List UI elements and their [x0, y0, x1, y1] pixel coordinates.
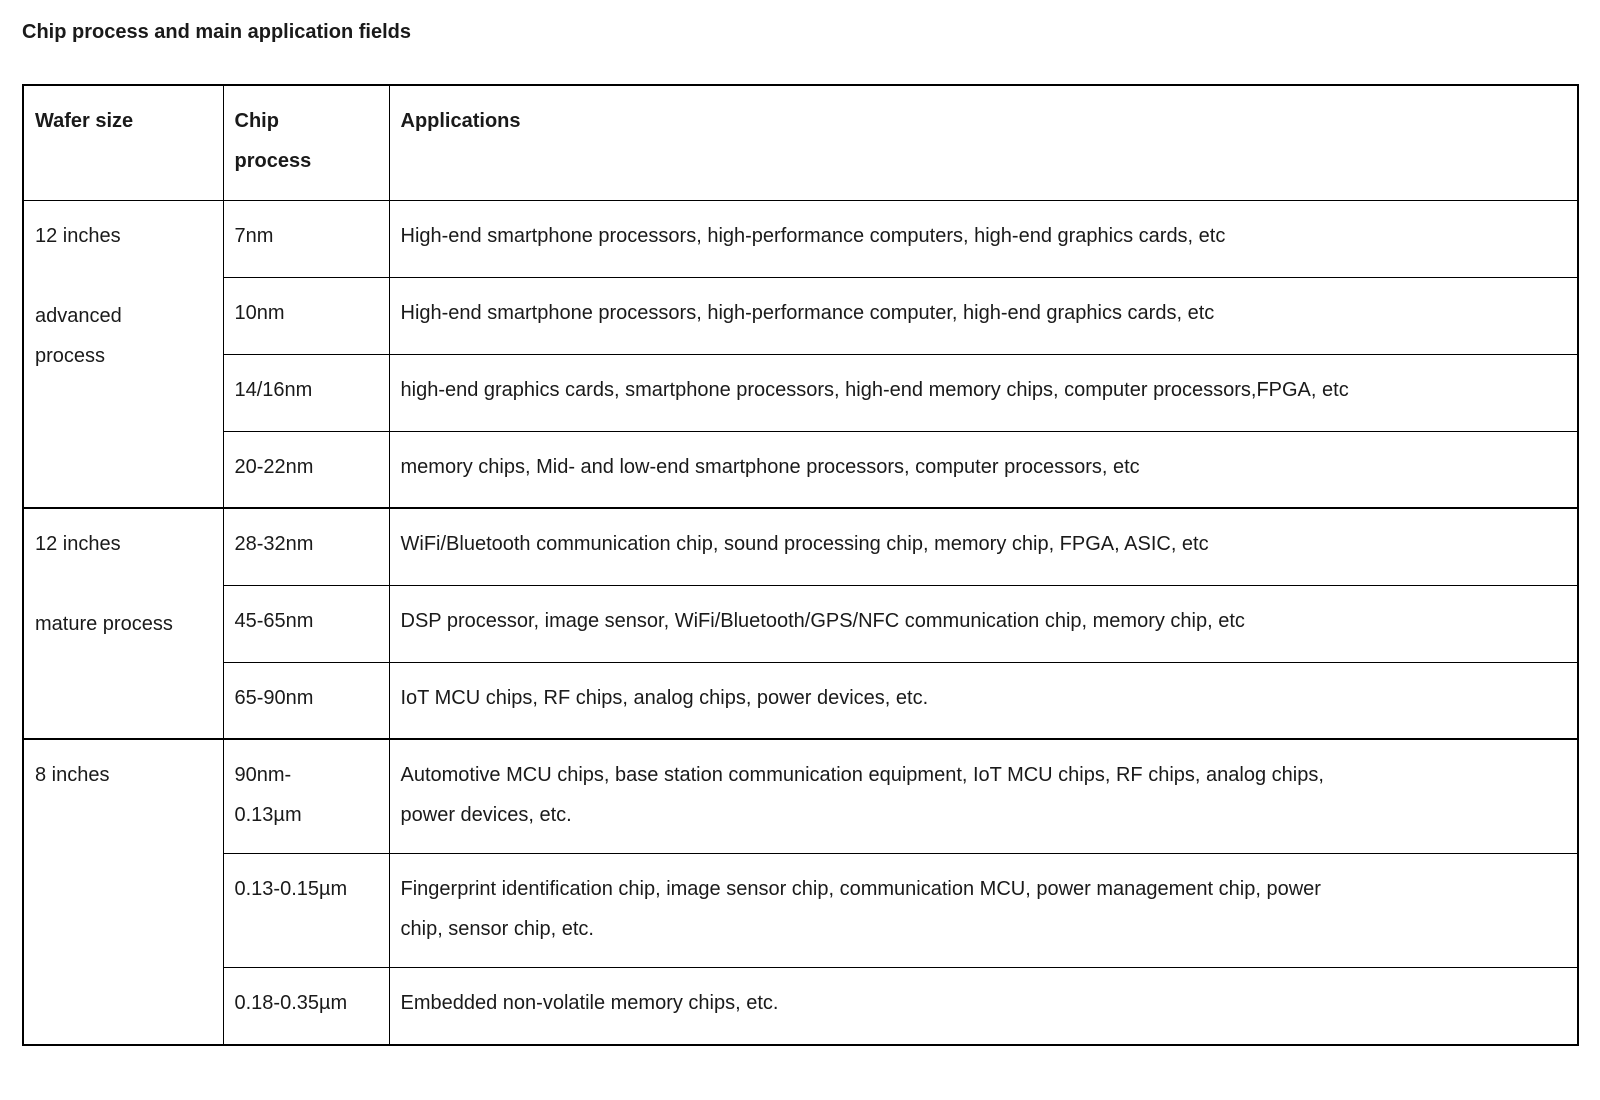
- table-row: 0.13-0.15µm Fingerprint identification ch…: [23, 853, 1579, 968]
- wafer-size-cell: 12 inches mature process: [22, 507, 224, 740]
- table-row: 45-65nm DSP processor, image sensor, WiFi…: [23, 584, 1579, 663]
- chip-process-cell: 7nm: [222, 199, 390, 278]
- table-row: 14/16nm high-end graphics cards, smartpho…: [23, 353, 1579, 432]
- chip-process-cell: 28-32nm: [222, 507, 390, 586]
- applications-cell: Embedded non-volatile memory chips, etc.: [388, 967, 1579, 1045]
- table-header: Wafer size Chip process Applications: [22, 84, 1579, 201]
- applications-cell: memory chips, Mid- and low-end smartphon…: [388, 430, 1579, 509]
- chip-process-cell: 90nm- 0.13µm: [222, 738, 390, 854]
- applications-cell: high-end graphics cards, smartphone proc…: [388, 353, 1579, 432]
- table-row: 12 inches advanced process 7nm High-end sm…: [22, 199, 1579, 509]
- applications-cell: Fingerprint identification chip, image s…: [388, 853, 1579, 968]
- table-row: 65-90nm IoT MCU chips, RF chips, analog c…: [23, 661, 1579, 740]
- applications-cell: Automotive MCU chips, base station commu…: [388, 738, 1579, 854]
- table-body: 12 inches advanced process 7nm High-end sm…: [22, 199, 1579, 1045]
- table-row: 10nm High-end smartphone processors, high…: [23, 276, 1579, 355]
- applications-cell: IoT MCU chips, RF chips, analog chips, p…: [388, 661, 1579, 740]
- chip-process-cell: 0.13-0.15µm: [222, 853, 390, 968]
- chip-process-cell: 20-22nm: [222, 430, 390, 509]
- chip-process-cell: 14/16nm: [222, 353, 390, 432]
- chip-process-table: Wafer size Chip process Applications 12 …: [22, 84, 1579, 1046]
- column-header-applications: Applications: [388, 84, 1579, 201]
- page-title: Chip process and main application fields: [22, 21, 411, 43]
- table-row: 8 inches 90nm- 0.13µm Automotive MCU chips…: [22, 738, 1579, 1045]
- table-row: 20-22nm memory chips, Mid- and low-end sm…: [23, 430, 1579, 509]
- wafer-size-cell: 8 inches: [22, 738, 224, 1045]
- column-header-chip-process: Chip process: [222, 84, 390, 201]
- column-header-wafer-size: Wafer size: [22, 84, 224, 201]
- header-row: Wafer size Chip process Applications: [22, 84, 1579, 201]
- applications-cell: DSP processor, image sensor, WiFi/Blueto…: [388, 584, 1579, 663]
- chip-process-cell: 0.18-0.35µm: [222, 967, 390, 1045]
- applications-cell: WiFi/Bluetooth communication chip, sound…: [388, 507, 1579, 586]
- table-row: 0.18-0.35µm Embedded non-volatile memory …: [23, 967, 1579, 1045]
- chip-process-cell: 45-65nm: [222, 584, 390, 663]
- applications-cell: High-end smartphone processors, high-per…: [388, 276, 1579, 355]
- chip-process-cell: 10nm: [222, 276, 390, 355]
- applications-cell: High-end smartphone processors, high-per…: [388, 199, 1579, 278]
- table-row: 12 inches mature process 28-32nm WiFi/Blue…: [22, 507, 1579, 740]
- wafer-size-cell: 12 inches advanced process: [22, 199, 224, 509]
- chip-process-cell: 65-90nm: [222, 661, 390, 740]
